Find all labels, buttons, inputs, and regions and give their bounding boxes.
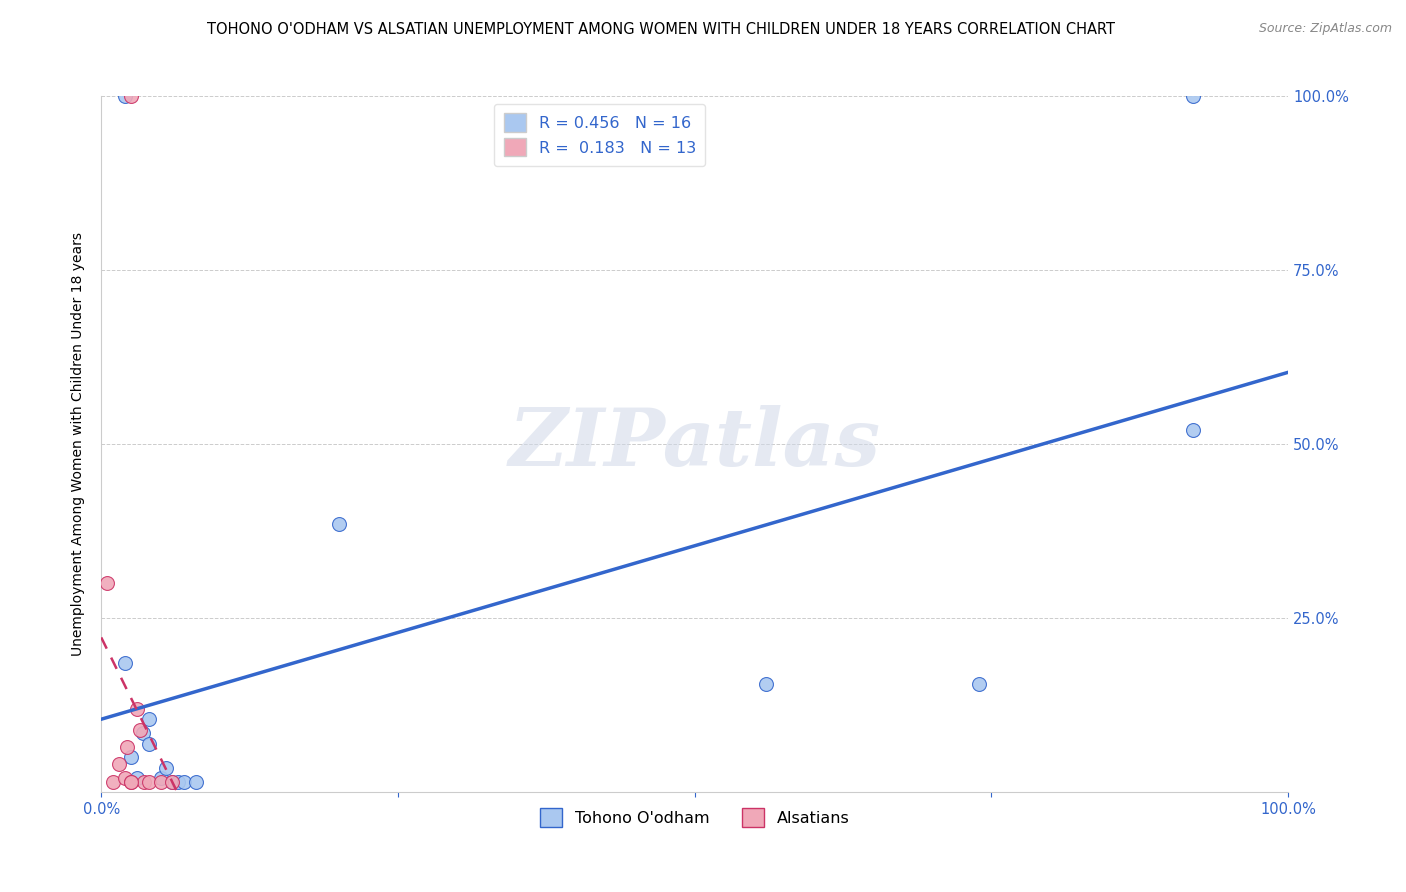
- Point: [114, 657, 136, 671]
- Point: [114, 88, 136, 103]
- Point: [132, 775, 155, 789]
- Point: [162, 775, 184, 789]
- Text: TOHONO O'ODHAM VS ALSATIAN UNEMPLOYMENT AMONG WOMEN WITH CHILDREN UNDER 18 YEARS: TOHONO O'ODHAM VS ALSATIAN UNEMPLOYMENT …: [207, 22, 1115, 37]
- Point: [167, 775, 190, 789]
- Point: [108, 757, 131, 772]
- Y-axis label: Unemployment Among Women with Children Under 18 years: Unemployment Among Women with Children U…: [72, 232, 86, 656]
- Point: [1182, 88, 1205, 103]
- Point: [120, 775, 142, 789]
- Point: [173, 775, 195, 789]
- Point: [149, 772, 172, 786]
- Point: [186, 775, 208, 789]
- Point: [114, 772, 136, 786]
- Point: [96, 576, 118, 591]
- Point: [117, 739, 139, 754]
- Point: [125, 772, 148, 786]
- Point: [120, 750, 142, 764]
- Point: [138, 712, 160, 726]
- Point: [132, 726, 155, 740]
- Point: [101, 775, 124, 789]
- Point: [755, 677, 778, 691]
- Point: [162, 775, 184, 789]
- Legend: Tohono O'odham, Alsatians: Tohono O'odham, Alsatians: [533, 802, 856, 833]
- Point: [155, 761, 177, 775]
- Point: [138, 737, 160, 751]
- Point: [1182, 423, 1205, 437]
- Text: Source: ZipAtlas.com: Source: ZipAtlas.com: [1258, 22, 1392, 36]
- Point: [129, 723, 152, 737]
- Point: [120, 88, 142, 103]
- Point: [149, 775, 172, 789]
- Point: [120, 775, 142, 789]
- Point: [125, 702, 148, 716]
- Point: [328, 517, 350, 532]
- Point: [138, 775, 160, 789]
- Point: [969, 677, 991, 691]
- Text: ZIPatlas: ZIPatlas: [509, 405, 880, 483]
